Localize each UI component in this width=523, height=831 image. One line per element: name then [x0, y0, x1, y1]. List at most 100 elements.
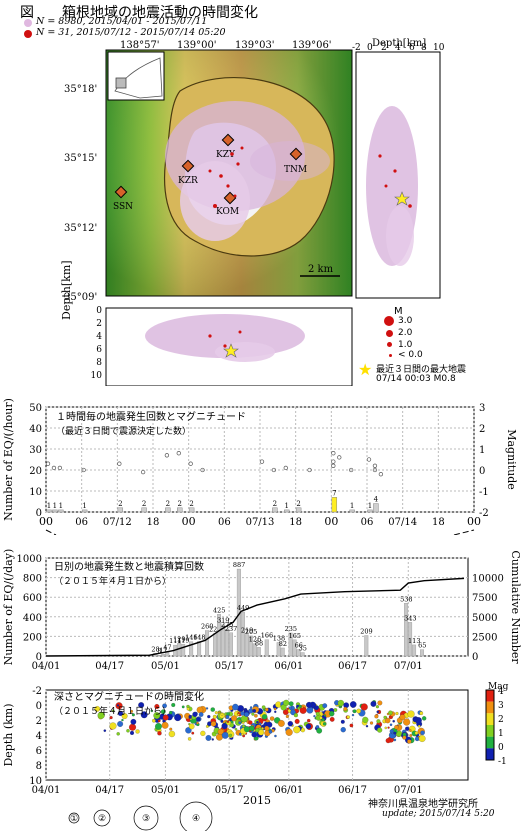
y2-tick-label: 7500: [472, 593, 497, 604]
legend-marker-period2: [24, 30, 32, 38]
daily-bar: [216, 614, 221, 657]
quake-point: [377, 727, 383, 733]
y2-tick-label: 0: [472, 652, 478, 663]
magnitude-point: [188, 461, 193, 466]
y-tick-label: 200: [23, 632, 42, 643]
y2-tick-label: 5000: [472, 613, 497, 624]
quake-point: [258, 729, 265, 736]
quake-point: [210, 707, 215, 712]
x-tick-label: 04/17: [95, 661, 124, 672]
quake-point: [403, 718, 411, 726]
hourly-bar: [373, 503, 379, 513]
quake-point: [196, 721, 199, 725]
daily-bar: [205, 630, 210, 657]
quake-point: [157, 719, 161, 723]
quake-point: [288, 701, 294, 707]
quake-point: [241, 733, 244, 736]
x-tick-label: 06: [361, 517, 374, 528]
quake-point: [117, 721, 124, 727]
x-tick-label: 18: [432, 517, 445, 528]
y-tick-label: 40: [29, 424, 42, 435]
bar-value-label: 229: [209, 626, 221, 634]
x-axis-label: 2015: [243, 794, 271, 807]
size-legend-label: ③: [142, 814, 150, 824]
daily-bar: [264, 639, 269, 657]
map-figure: 138°57' 139°00' 139°03' 139°06' KZY TNM …: [64, 38, 445, 386]
hourly-bar: [349, 509, 355, 513]
bar-value-label: 343: [404, 614, 416, 622]
quake-point: [323, 714, 327, 717]
quake-point: [258, 722, 262, 726]
magnitude-point: [164, 453, 170, 458]
quake-point: [130, 730, 134, 735]
size-legend-circle: [93, 809, 111, 827]
quake-point: [293, 726, 301, 734]
quake-point: [226, 712, 230, 716]
quake-point: [420, 730, 425, 736]
quake-point: [399, 714, 406, 721]
bar-value-label: 1: [350, 502, 354, 510]
daily-bar: [197, 641, 202, 657]
quake-point: [109, 722, 117, 730]
daily-bar: [408, 622, 413, 657]
y2-tick-label: 1: [479, 445, 485, 456]
hourly-bar: [46, 509, 52, 513]
y-tick-label: 8: [36, 761, 42, 772]
depth-side-tick: 6: [409, 43, 415, 53]
quake-point: [198, 712, 204, 717]
quake-point: [162, 714, 169, 721]
station-label: SSN: [113, 202, 133, 212]
quake-point: [249, 725, 255, 732]
quake-point: [205, 735, 212, 741]
quake-point: [417, 724, 421, 728]
update-stamp: update; 2015/07/14 5:20: [382, 809, 495, 819]
quake-point: [393, 731, 397, 735]
quake-point: [160, 709, 166, 715]
x-tick-label: 06/01: [274, 785, 303, 796]
daily-bar: [244, 634, 249, 657]
size-legend-label: ①: [70, 814, 78, 824]
quake-point: [174, 713, 182, 722]
bar-value-label: 28: [151, 645, 159, 653]
quake-point: [162, 703, 167, 709]
legend-marker-period1: [24, 19, 32, 27]
daily-bar: [288, 632, 293, 657]
quake-point: [414, 731, 419, 735]
lon-tick: 139°06': [292, 40, 332, 51]
mag-legend-marker: [389, 354, 392, 357]
quake-point: [191, 731, 195, 735]
daily-bar: [404, 603, 409, 657]
daily-bar: [220, 624, 225, 657]
quake-point: [277, 720, 285, 727]
magnitude-point: [271, 467, 277, 473]
quake-point: [413, 717, 418, 722]
quake-point: [116, 704, 120, 707]
x-tick-label: 06/01: [274, 661, 303, 672]
daily-bar: [300, 652, 305, 657]
y2-axis-label: Cumulative Number: [509, 550, 522, 664]
magnitude-point: [372, 463, 378, 468]
figure-title: 箱根地域の地震活動の時間変化: [62, 5, 258, 21]
quake-point: [94, 706, 101, 712]
magnitude-point: [51, 465, 57, 471]
quake-point: [349, 723, 354, 728]
quake-point: [130, 709, 134, 713]
y-tick-label: -2: [32, 686, 42, 697]
bar-value-label: 2: [142, 500, 146, 508]
colorbar-segment: [486, 701, 494, 714]
bar-value-label: 449: [237, 604, 249, 612]
quake-point: [340, 719, 345, 724]
quake-point: [242, 724, 246, 728]
magnitude-point: [378, 472, 384, 477]
colorbar-tick: 4: [498, 687, 504, 697]
quake-point: [376, 710, 380, 714]
daily-bar: [276, 642, 281, 657]
magnitude-point: [259, 459, 265, 464]
quake-point: [103, 729, 107, 732]
quake-point: [285, 728, 293, 736]
quake-point: [171, 702, 176, 707]
y-tick-label: 800: [23, 574, 42, 585]
plot-frame: [45, 557, 469, 657]
quake-point: [316, 727, 323, 734]
quake-point: [337, 699, 344, 707]
